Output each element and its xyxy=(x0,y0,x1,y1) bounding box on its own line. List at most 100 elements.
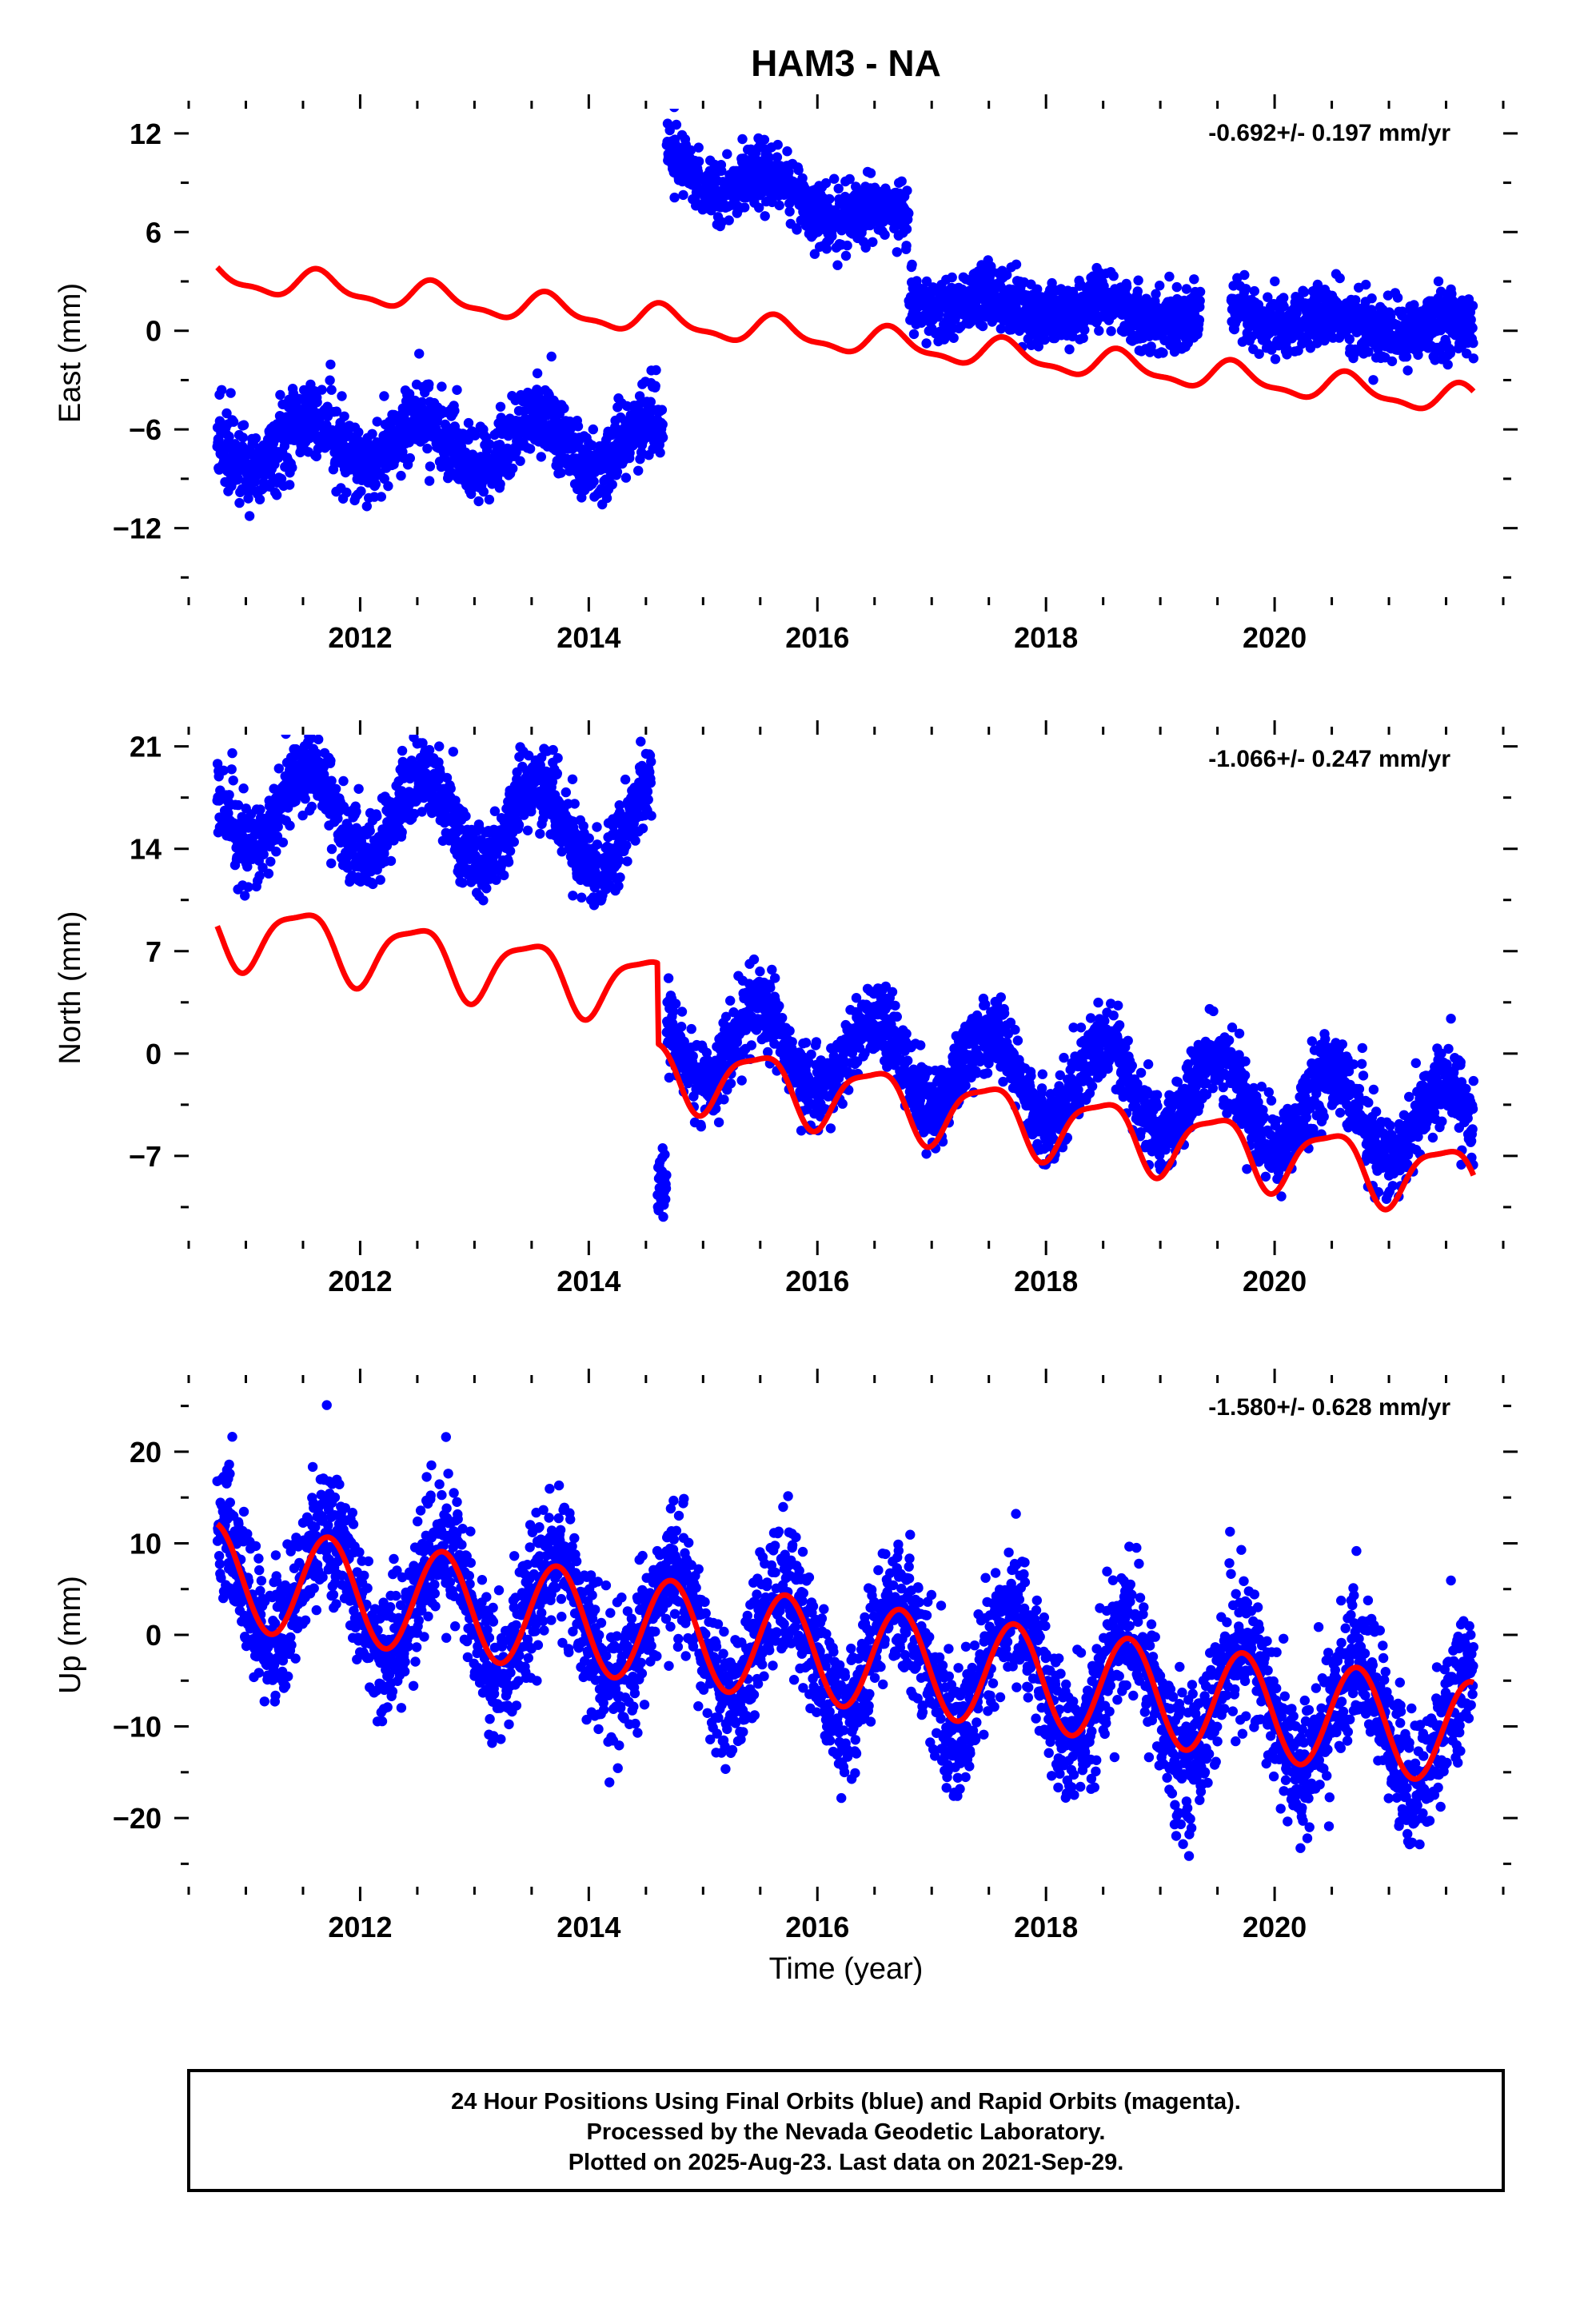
east-observation-point xyxy=(515,456,525,466)
east-observation-point xyxy=(672,120,681,130)
east-observation-point xyxy=(737,134,747,144)
east-observation-point xyxy=(902,224,912,233)
north-observation-point xyxy=(386,856,396,866)
east-y-tick-label: −6 xyxy=(129,413,162,446)
east-observation-point xyxy=(669,102,679,112)
east-observation-point xyxy=(901,241,911,250)
north-observation-point xyxy=(523,826,533,835)
east-observation-point xyxy=(1079,325,1089,335)
east-observation-point xyxy=(356,486,365,496)
north-observation-point xyxy=(446,783,456,793)
east-rate-label: -0.692+/- 0.197 mm/yr xyxy=(1208,120,1450,146)
east-observation-point xyxy=(1011,260,1021,269)
east-observation-point xyxy=(339,412,349,421)
north-observation-point xyxy=(457,878,467,887)
north-observation-point xyxy=(325,755,335,765)
east-observation-point xyxy=(245,511,254,520)
east-axis-label: East (mm) xyxy=(54,283,87,423)
east-observation-point xyxy=(1241,284,1251,293)
east-observation-point xyxy=(1250,286,1259,296)
north-observation-point xyxy=(585,833,594,843)
north-observation-point xyxy=(338,776,348,786)
east-observation-point xyxy=(1239,270,1249,280)
east-observation-point xyxy=(773,140,783,149)
north-observation-point xyxy=(568,891,577,900)
north-observation-point xyxy=(316,706,325,716)
east-x-tick-label: 2012 xyxy=(328,621,392,654)
east-observation-point xyxy=(396,471,405,480)
east-observation-point xyxy=(784,206,794,216)
east-observation-point xyxy=(792,225,801,234)
east-observation-point xyxy=(694,157,704,166)
north-observation-point xyxy=(264,869,273,879)
east-observation-point xyxy=(414,349,424,358)
north-observation-point xyxy=(478,895,488,905)
east-observation-point xyxy=(1434,277,1443,286)
north-observation-point xyxy=(240,891,249,900)
east-observation-point xyxy=(669,193,679,202)
north-observation-point xyxy=(461,811,470,821)
east-observation-point xyxy=(1299,287,1309,297)
east-observation-point xyxy=(657,405,667,415)
east-observation-point xyxy=(437,381,446,391)
east-observation-point xyxy=(621,472,631,482)
east-observation-point xyxy=(1402,365,1412,375)
east-observation-point xyxy=(470,431,480,440)
east-observation-point xyxy=(1064,345,1074,354)
north-observation-point xyxy=(224,790,233,799)
east-observation-point xyxy=(589,425,598,434)
east-observation-point xyxy=(724,215,734,225)
east-observation-point xyxy=(1189,274,1199,284)
north-observation-point xyxy=(238,783,248,793)
east-observation-point xyxy=(760,135,769,145)
east-x-tick-label: 2018 xyxy=(1014,621,1078,654)
east-observation-point xyxy=(1172,282,1182,292)
east-y-tick-label: 0 xyxy=(146,315,162,348)
east-observation-point xyxy=(1094,326,1103,336)
east-observation-point xyxy=(1133,276,1143,285)
east-observation-point xyxy=(824,194,834,204)
north-observation-point xyxy=(553,753,562,763)
east-observation-point xyxy=(452,385,461,395)
east-observation-point xyxy=(533,369,542,378)
east-observation-point xyxy=(1122,282,1131,292)
north-observation-point xyxy=(434,741,444,751)
east-observation-point xyxy=(379,391,389,401)
east-observation-point xyxy=(658,420,668,429)
north-observation-point xyxy=(229,775,238,785)
east-observation-point xyxy=(722,149,732,159)
east-observation-point xyxy=(1443,360,1453,369)
east-observation-point xyxy=(525,444,535,453)
east-observation-point xyxy=(842,241,852,250)
north-observation-point xyxy=(568,775,577,784)
east-observation-point xyxy=(255,495,265,504)
east-observation-point xyxy=(362,501,372,511)
east-observation-point xyxy=(287,463,297,472)
north-observation-point xyxy=(397,746,407,755)
east-observation-point xyxy=(1361,280,1371,289)
east-observation-point xyxy=(405,453,415,463)
east-observation-point xyxy=(651,381,660,391)
east-y-tick-label: 12 xyxy=(130,118,162,150)
east-observation-point xyxy=(1182,284,1191,293)
east-observation-point xyxy=(902,185,912,195)
north-observation-point xyxy=(285,821,294,831)
north-observation-point xyxy=(227,764,237,774)
east-observation-point xyxy=(537,452,546,461)
east-observation-point xyxy=(251,433,261,443)
east-observation-point xyxy=(1469,353,1478,363)
east-observation-point xyxy=(608,480,617,489)
east-observation-point xyxy=(1195,287,1205,297)
east-observation-point xyxy=(1158,348,1167,357)
east-observation-point xyxy=(383,481,393,491)
east-observation-point xyxy=(508,464,517,473)
east-observation-point xyxy=(325,376,334,385)
east-observation-point xyxy=(573,421,583,431)
east-observation-point xyxy=(834,184,844,193)
east-observation-point xyxy=(325,360,335,369)
east-observation-point xyxy=(866,168,876,177)
east-observation-point xyxy=(1270,277,1279,286)
north-observation-point xyxy=(271,847,281,856)
